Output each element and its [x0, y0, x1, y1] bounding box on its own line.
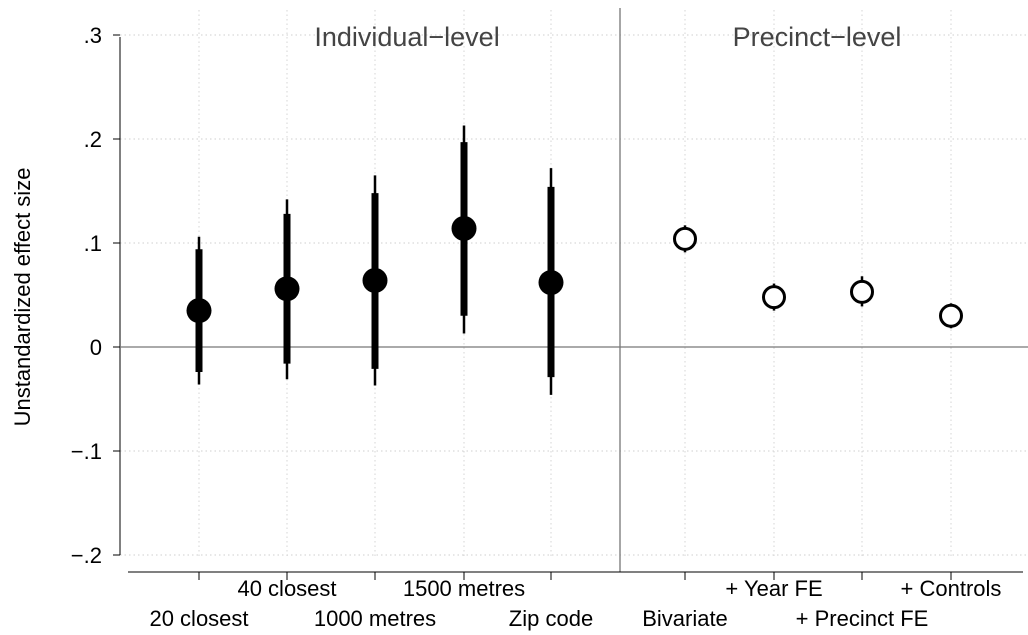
x-tick-label: 20 closest — [149, 606, 248, 631]
x-tick-label: 1000 metres — [314, 606, 436, 631]
point-estimate-hollow — [939, 303, 963, 328]
point-estimate-hollow — [850, 279, 874, 304]
point-estimate-filled — [451, 215, 477, 241]
panel-title: Precinct−level — [733, 22, 902, 52]
x-tick-label: 1500 metres — [403, 576, 525, 601]
y-axis-title: Unstandardized effect size — [10, 168, 35, 427]
x-tick-label: + Precinct FE — [796, 606, 929, 631]
x-tick-label: Bivariate — [642, 606, 728, 631]
point-estimate-filled — [538, 270, 564, 296]
point-estimate-filled — [362, 267, 388, 293]
point-estimate-hollow — [673, 226, 697, 251]
label-layer: −.2 −.1 0 .1 .2 .3 Individual−level 20 closest 4… — [71, 22, 1002, 631]
y-tick-label: 0 — [90, 335, 102, 360]
grid-layer — [120, 10, 1028, 558]
x-tick-label: 40 closest — [237, 576, 336, 601]
axis-layer — [113, 8, 1028, 580]
y-tick-label: .1 — [84, 231, 102, 256]
point-estimate-hollow — [762, 285, 786, 310]
y-tick-label: .3 — [84, 23, 102, 48]
y-tick-label: .2 — [84, 127, 102, 152]
x-tick-label: Zip code — [509, 606, 593, 631]
y-tick-label: −.1 — [71, 439, 102, 464]
panel-title: Individual−level — [314, 22, 499, 52]
y-tick-label: −.2 — [71, 543, 102, 568]
x-tick-label: + Controls — [901, 576, 1002, 601]
marks-layer — [186, 125, 963, 395]
point-estimate-filled — [186, 298, 212, 324]
x-tick-label: + Year FE — [725, 576, 822, 601]
point-estimate-filled — [274, 276, 300, 302]
